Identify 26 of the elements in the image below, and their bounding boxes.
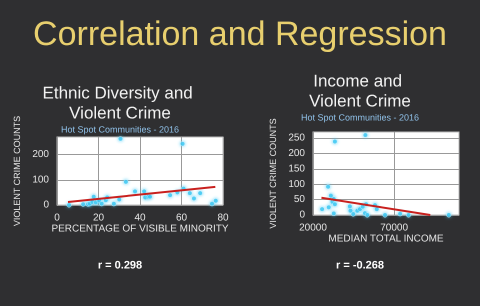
chart-subtitle: Hot Spot Communities - 2016 [60, 124, 180, 134]
y-tick-label: 50 [294, 194, 306, 206]
x-tick-label: 0 [54, 212, 60, 224]
x-tick-label: 20000 [299, 222, 328, 234]
y-tick-label: 250 [288, 132, 306, 144]
text: r = -0.268 [336, 260, 384, 272]
y-tick-label: 200 [288, 148, 306, 160]
x-axis-title: MEDIAN TOTAL INCOME [328, 233, 444, 244]
chart-title: Ethnic Diversity and Violent Crime [42, 84, 198, 122]
x-tick-label: 80 [217, 212, 229, 224]
x-tick-label: 20 [92, 212, 104, 224]
y-axis-title: VIOLENT CRIME COUNTS [268, 118, 278, 229]
x-tick-label: 70000 [380, 222, 408, 234]
x-axis-title: PERCENTAGE OF VISIBLE MINORITY [51, 223, 229, 234]
y-axis-title: VIOLENT CRIME COUNTS [12, 116, 22, 226]
chart-title: Income and Violent Crime [309, 72, 411, 110]
y-tick-label: 100 [288, 178, 306, 190]
chart-subtitle: Hot Spot Communities - 2016 [300, 112, 420, 122]
y-tick-label: 100 [32, 174, 50, 186]
x-tick-label: 60 [176, 212, 188, 224]
y-tick-label: 150 [288, 163, 306, 174]
y-tick-label: 0 [43, 200, 50, 210]
text: r = 0.298 [98, 260, 142, 272]
text: Correlation and Regression [32, 14, 448, 54]
x-tick-label: 40 [134, 212, 146, 224]
y-tick-label: 200 [32, 149, 50, 160]
